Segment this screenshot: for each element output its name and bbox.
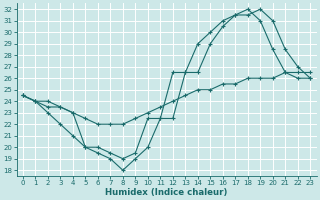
- X-axis label: Humidex (Indice chaleur): Humidex (Indice chaleur): [105, 188, 228, 197]
